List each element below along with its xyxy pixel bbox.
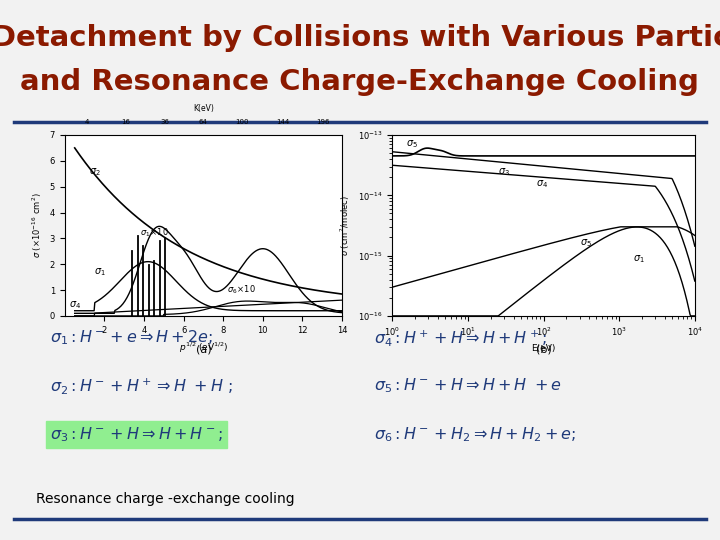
Text: $\sigma_4$: $\sigma_4$ [68,299,81,310]
Text: $\sigma_4$: $\sigma_4$ [536,179,549,190]
Text: $\sigma_1$: $\sigma_1$ [94,267,107,278]
Text: (b): (b) [536,344,552,354]
Text: $\sigma_3$: $\sigma_3$ [498,167,510,178]
Text: $\sigma_4 : H^+ + H \Rightarrow H + H^+;$: $\sigma_4 : H^+ + H \Rightarrow H + H^+;… [374,327,547,348]
Text: $\sigma_3 : H^- + H \Rightarrow H + H^-;$: $\sigma_3 : H^- + H \Rightarrow H + H^-;… [50,426,223,444]
Text: 4: 4 [85,119,89,125]
Text: $\sigma_2 : H^- + H^+ \Rightarrow H \ + H\ ;$: $\sigma_2 : H^- + H^+ \Rightarrow H \ + … [50,376,233,396]
Text: $\sigma_2$: $\sigma_2$ [89,166,100,178]
Text: Resonance charge -exchange cooling: Resonance charge -exchange cooling [36,492,294,507]
Text: 16: 16 [121,119,130,125]
Text: $\sigma_5$: $\sigma_5$ [405,138,418,150]
Text: 100: 100 [235,119,249,125]
Text: and Resonance Charge-Exchange Cooling: and Resonance Charge-Exchange Cooling [20,68,700,96]
Text: $\sigma_1\!\times\!10$: $\sigma_1\!\times\!10$ [140,227,169,239]
Text: (a): (a) [196,344,211,354]
Y-axis label: $\sigma$ ($\times10^{-16}$ cm$^2$): $\sigma$ ($\times10^{-16}$ cm$^2$) [31,193,44,258]
Text: 36: 36 [160,119,169,125]
Y-axis label: $\sigma$ (cm$^2$/molec): $\sigma$ (cm$^2$/molec) [339,195,352,256]
Text: $\sigma_1$: $\sigma_1$ [632,253,644,265]
Text: H⁻ Detachment by Collisions with Various Particles: H⁻ Detachment by Collisions with Various… [0,24,720,52]
X-axis label: $p^{1/2}$ (eV$^{1/2}$): $p^{1/2}$ (eV$^{1/2}$) [179,340,228,355]
Text: 196: 196 [316,119,329,125]
Text: K(eV): K(eV) [193,104,214,113]
Text: $\sigma_5 : H^- + H \Rightarrow H + H\ + e$: $\sigma_5 : H^- + H \Rightarrow H + H\ +… [374,377,562,395]
X-axis label: E(eV): E(eV) [531,343,556,353]
Text: 64: 64 [199,119,208,125]
Text: 144: 144 [276,119,289,125]
Text: $\sigma_1 : H^- + e \Rightarrow H + 2e;$: $\sigma_1 : H^- + e \Rightarrow H + 2e;$ [50,328,213,347]
Text: $\sigma_6 : H^- + H_2 \Rightarrow H + H_2 + e;$: $\sigma_6 : H^- + H_2 \Rightarrow H + H_… [374,426,576,444]
Text: $\sigma_6\!\times\!10$: $\sigma_6\!\times\!10$ [227,284,256,296]
Text: $\sigma_5$: $\sigma_5$ [580,237,592,249]
